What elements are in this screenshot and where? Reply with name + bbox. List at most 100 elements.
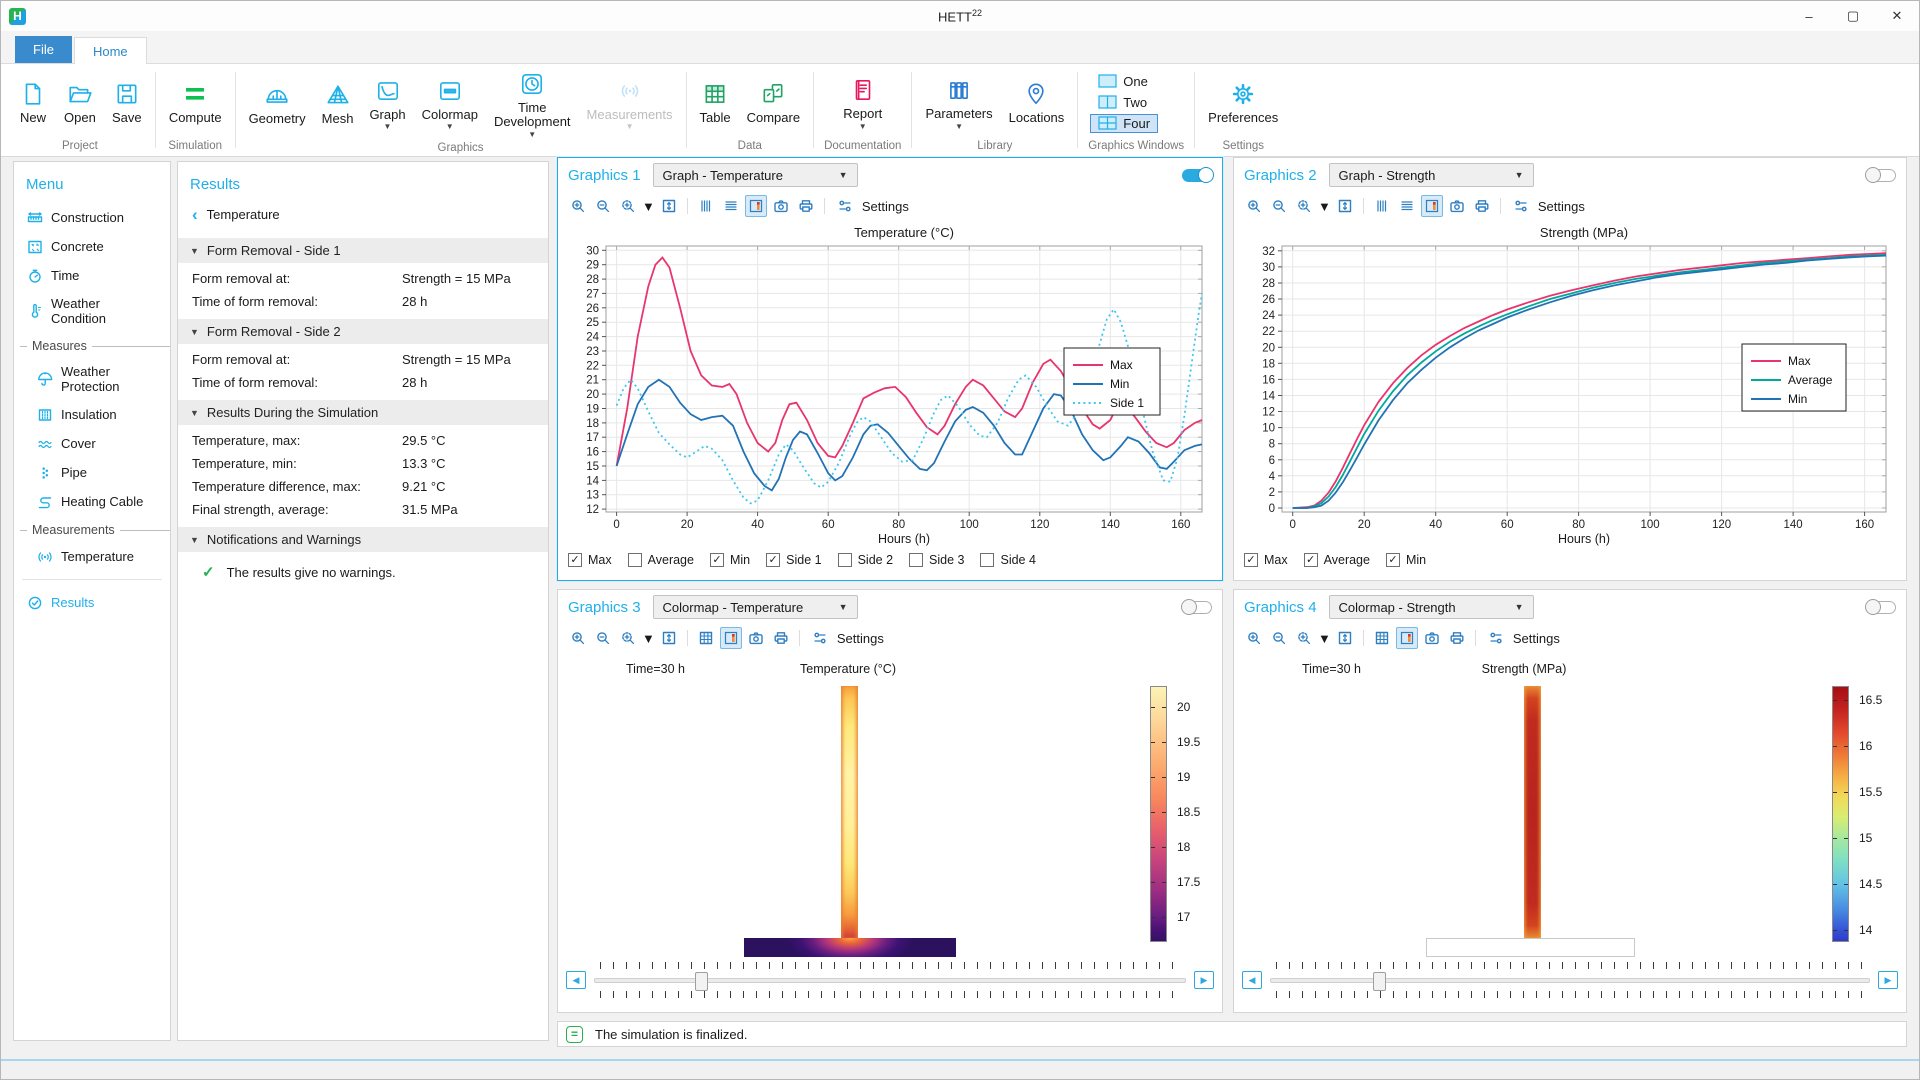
graphics1-checkbox-side-1[interactable]: ✓ Side 1 bbox=[766, 553, 822, 567]
report-button[interactable]: Report ▼ bbox=[836, 72, 889, 131]
graphics4-toggle[interactable] bbox=[1865, 598, 1896, 615]
graphics2-view-select[interactable]: Graph - Strength ▼ bbox=[1328, 163, 1534, 187]
four-windows-button[interactable]: Four bbox=[1090, 113, 1159, 133]
strength-chart[interactable]: 0 20 40 60 80 100 120 140 1600246810121416182022… bbox=[1242, 222, 1900, 548]
step-back-button[interactable]: ◀ bbox=[1242, 971, 1262, 989]
section-notifications[interactable]: ▼ Notifications and Warnings bbox=[178, 527, 548, 552]
table-button[interactable]: Table bbox=[693, 76, 738, 128]
graphics1-settings-button[interactable]: Settings bbox=[832, 195, 909, 217]
graphics2-toggle[interactable] bbox=[1865, 166, 1896, 183]
section-form-removal-side2[interactable]: ▼ Form Removal - Side 2 bbox=[178, 319, 548, 344]
save-button[interactable]: Save bbox=[105, 76, 149, 128]
zoom-in-icon[interactable] bbox=[567, 195, 589, 217]
camera-icon[interactable] bbox=[1446, 195, 1468, 217]
time-slider-handle[interactable] bbox=[1372, 971, 1386, 991]
open-button[interactable]: Open bbox=[57, 76, 103, 128]
parameters-button[interactable]: Parameters ▼ bbox=[918, 72, 999, 131]
fit-view-icon[interactable] bbox=[658, 195, 680, 217]
time-development-button[interactable]: Time Development ▼ bbox=[487, 66, 578, 140]
fit-view-icon[interactable] bbox=[658, 627, 680, 649]
zoom-out-icon[interactable] bbox=[1268, 195, 1290, 217]
graphics4-view-select[interactable]: Colormap - Strength ▼ bbox=[1328, 595, 1534, 619]
graphics1-toggle[interactable] bbox=[1182, 166, 1214, 183]
fit-view-icon[interactable] bbox=[1334, 195, 1356, 217]
menu-item-insulation[interactable]: Insulation bbox=[14, 400, 170, 429]
printer-icon[interactable] bbox=[1471, 195, 1493, 217]
section-results-during-simulation[interactable]: ▼ Results During the Simulation bbox=[178, 400, 548, 425]
camera-icon[interactable] bbox=[1421, 627, 1443, 649]
time-slider-handle[interactable] bbox=[695, 971, 709, 991]
menu-item-weather-protection[interactable]: Weather Protection bbox=[14, 358, 170, 400]
legend-toggle-icon[interactable] bbox=[744, 195, 767, 217]
graphics3-view-select[interactable]: Colormap - Temperature ▼ bbox=[652, 595, 858, 619]
results-back-link[interactable]: ‹ Temperature bbox=[192, 204, 280, 224]
graphics1-view-select[interactable]: Graph - Temperature ▼ bbox=[652, 163, 858, 187]
camera-icon[interactable] bbox=[745, 627, 767, 649]
graphics2-checkbox-max[interactable]: ✓ Max bbox=[1244, 553, 1288, 567]
menu-item-temperature[interactable]: Temperature bbox=[14, 542, 170, 571]
printer-icon[interactable] bbox=[795, 195, 817, 217]
fit-view-icon[interactable] bbox=[1334, 627, 1356, 649]
graphics2-settings-button[interactable]: Settings bbox=[1508, 195, 1585, 217]
two-windows-button[interactable]: Two bbox=[1090, 93, 1158, 112]
temperature-chart[interactable]: 0 20 40 60 80 100 120 140 160 12 13 14 15 16 17 18 19 20 2… bbox=[566, 222, 1216, 548]
horizontal-grid-icon[interactable] bbox=[720, 195, 742, 217]
camera-icon[interactable] bbox=[770, 195, 792, 217]
menu-item-construction[interactable]: Construction bbox=[14, 203, 170, 232]
graphics1-checkbox-average[interactable]: Average bbox=[627, 553, 694, 567]
zoom-region-icon[interactable] bbox=[1293, 195, 1315, 217]
preferences-button[interactable]: Preferences bbox=[1201, 76, 1285, 128]
table-view-icon[interactable] bbox=[695, 627, 717, 649]
compute-button[interactable]: Compute bbox=[162, 76, 229, 128]
close-button[interactable]: ✕ bbox=[1891, 8, 1903, 23]
zoom-out-icon[interactable] bbox=[592, 195, 614, 217]
printer-icon[interactable] bbox=[1446, 627, 1468, 649]
graph-button[interactable]: Graph ▼ bbox=[362, 73, 412, 132]
compare-button[interactable]: Compare bbox=[740, 76, 807, 128]
tab-file[interactable]: File bbox=[15, 36, 72, 63]
graphics1-checkbox-min[interactable]: ✓ Min bbox=[709, 553, 750, 567]
zoom-region-icon[interactable] bbox=[1293, 627, 1315, 649]
zoom-region-icon[interactable] bbox=[617, 627, 639, 649]
graphics3-settings-button[interactable]: Settings bbox=[807, 627, 884, 649]
menu-item-pipe[interactable]: Pipe bbox=[14, 458, 170, 487]
menu-item-weather-condition[interactable]: Weather Condition bbox=[14, 290, 170, 332]
menu-item-heating-cable[interactable]: Heating Cable bbox=[14, 487, 170, 516]
time-slider-track[interactable] bbox=[594, 971, 1186, 991]
maximize-button[interactable]: ▢ bbox=[1846, 8, 1860, 23]
geometry-button[interactable]: Geometry bbox=[242, 77, 313, 129]
mesh-button[interactable]: Mesh bbox=[315, 77, 361, 129]
colorbar-toggle-icon[interactable] bbox=[719, 627, 742, 649]
graphics2-checkbox-min[interactable]: ✓ Min bbox=[1385, 553, 1426, 567]
new-button[interactable]: New bbox=[11, 76, 55, 128]
graphics1-checkbox-side-2[interactable]: Side 2 bbox=[837, 553, 893, 567]
step-forward-button[interactable]: ▶ bbox=[1878, 971, 1898, 989]
step-forward-button[interactable]: ▶ bbox=[1194, 971, 1214, 989]
legend-toggle-icon[interactable] bbox=[1420, 195, 1443, 217]
graphics3-toggle[interactable] bbox=[1181, 598, 1212, 615]
vertical-grid-icon[interactable] bbox=[695, 195, 717, 217]
section-form-removal-side1[interactable]: ▼ Form Removal - Side 1 bbox=[178, 238, 548, 263]
graphics2-checkbox-average[interactable]: ✓ Average bbox=[1303, 553, 1370, 567]
graphics4-settings-button[interactable]: Settings bbox=[1483, 627, 1560, 649]
printer-icon[interactable] bbox=[770, 627, 792, 649]
one-window-button[interactable]: One bbox=[1090, 72, 1158, 91]
time-slider-track[interactable] bbox=[1270, 971, 1870, 991]
menu-item-cover[interactable]: Cover bbox=[14, 429, 170, 458]
horizontal-grid-icon[interactable] bbox=[1396, 195, 1418, 217]
tab-home[interactable]: Home bbox=[73, 37, 147, 64]
step-back-button[interactable]: ◀ bbox=[566, 971, 586, 989]
zoom-in-icon[interactable] bbox=[567, 627, 589, 649]
minimize-button[interactable]: – bbox=[1805, 8, 1813, 24]
menu-item-concrete[interactable]: Concrete bbox=[14, 232, 170, 261]
vertical-grid-icon[interactable] bbox=[1371, 195, 1393, 217]
menu-item-results[interactable]: Results bbox=[14, 588, 170, 617]
colorbar-toggle-icon[interactable] bbox=[1395, 627, 1418, 649]
zoom-out-icon[interactable] bbox=[1268, 627, 1290, 649]
graphics1-checkbox-max[interactable]: ✓ Max bbox=[568, 553, 612, 567]
menu-item-time[interactable]: Time bbox=[14, 261, 170, 290]
table-view-icon[interactable] bbox=[1371, 627, 1393, 649]
locations-button[interactable]: Locations bbox=[1002, 76, 1072, 128]
graphics1-checkbox-side-3[interactable]: Side 3 bbox=[909, 553, 964, 567]
zoom-out-icon[interactable] bbox=[592, 627, 614, 649]
